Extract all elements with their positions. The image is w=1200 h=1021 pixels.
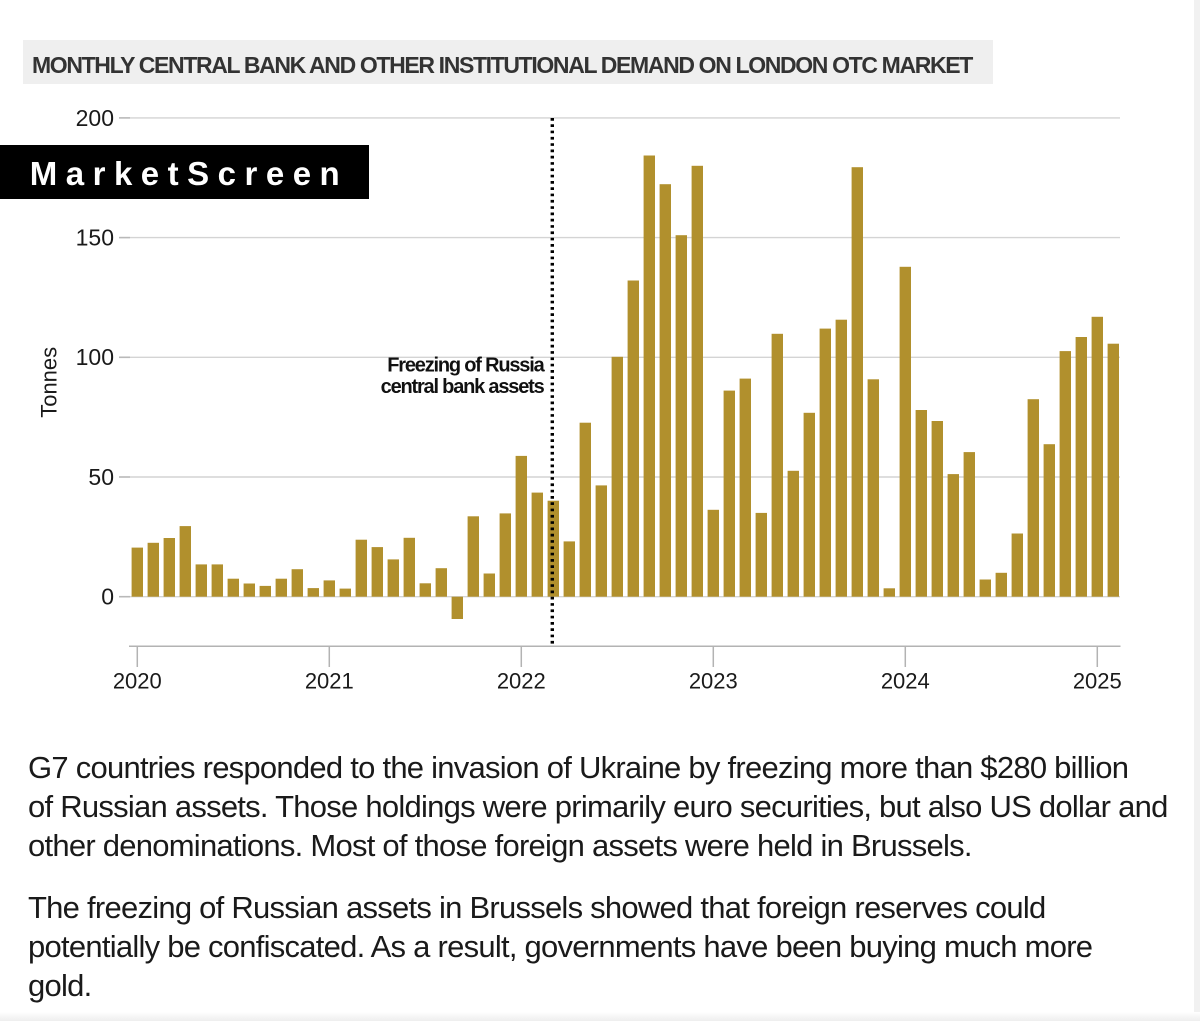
svg-text:2022: 2022 <box>497 668 546 693</box>
svg-text:100: 100 <box>76 344 114 370</box>
svg-text:2020: 2020 <box>113 668 162 693</box>
svg-text:2024: 2024 <box>881 668 930 693</box>
svg-text:central bank assets: central bank assets <box>381 376 545 398</box>
svg-text:2025: 2025 <box>1073 668 1122 693</box>
svg-text:Freezing of Russia: Freezing of Russia <box>387 355 545 377</box>
svg-text:Tonnes: Tonnes <box>37 347 62 418</box>
svg-text:150: 150 <box>76 225 114 251</box>
svg-text:0: 0 <box>101 584 114 610</box>
svg-text:50: 50 <box>88 464 114 490</box>
svg-text:200: 200 <box>76 105 114 131</box>
svg-text:2021: 2021 <box>305 668 354 693</box>
svg-text:2023: 2023 <box>689 668 738 693</box>
